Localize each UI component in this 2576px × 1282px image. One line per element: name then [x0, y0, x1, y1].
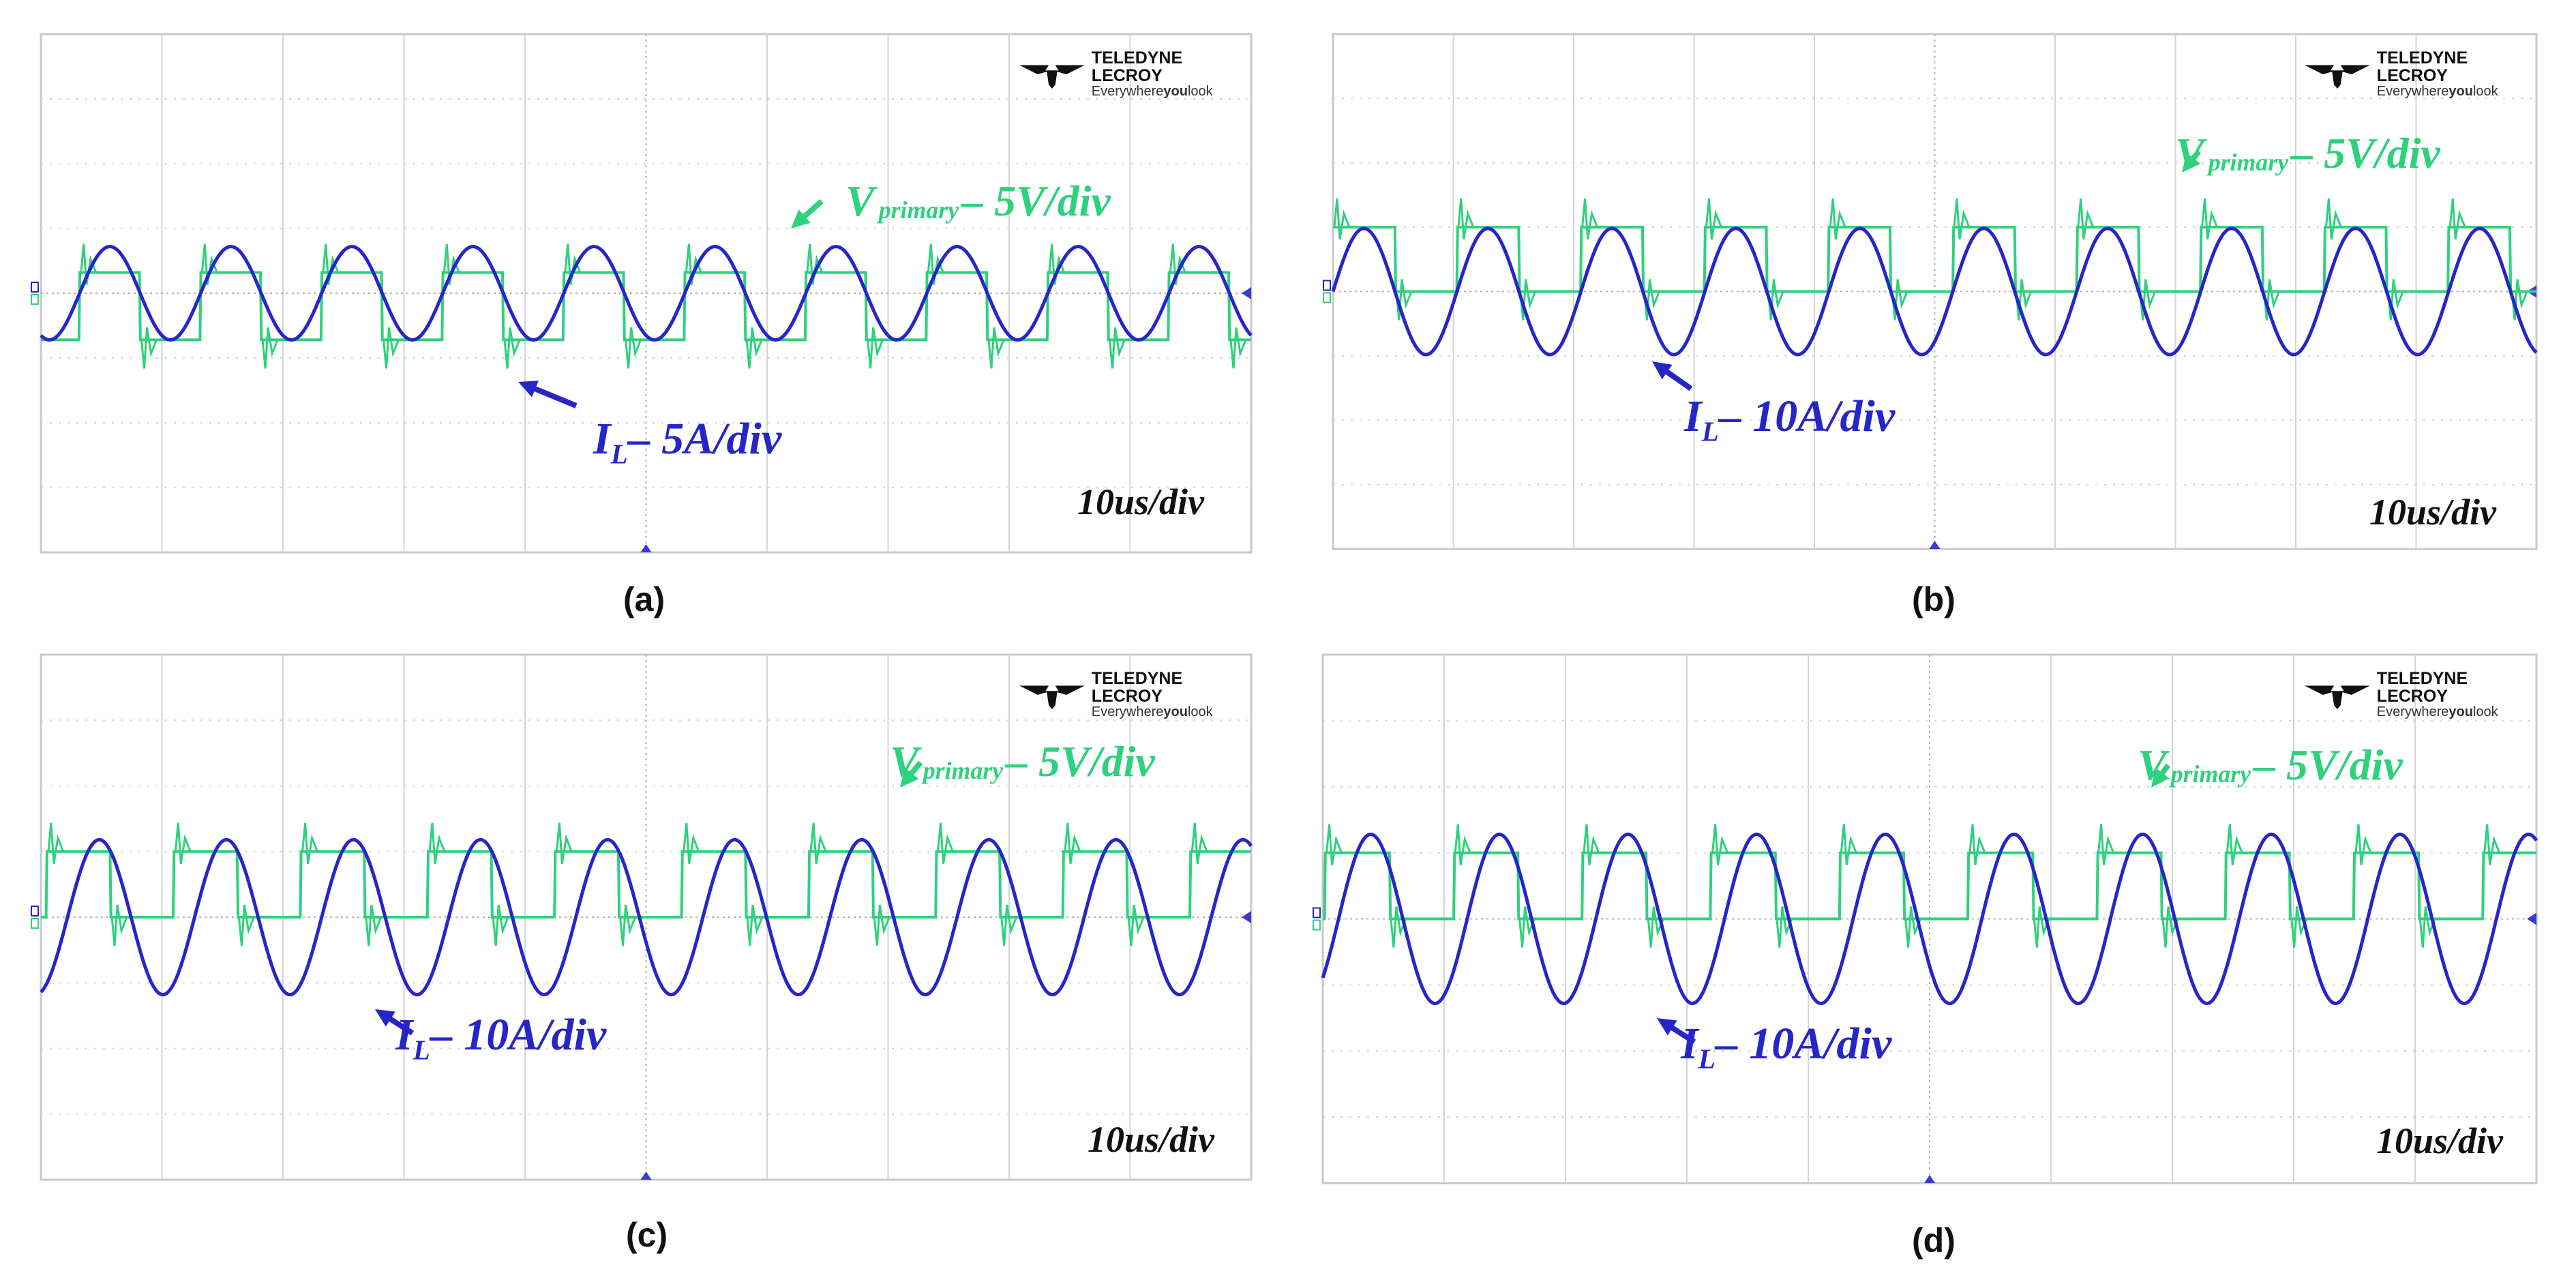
current-pointer-arrow-head	[518, 381, 539, 398]
channel-marker-voltage	[1313, 919, 1321, 931]
current-pointer-arrow-head	[1652, 361, 1673, 380]
timebase-label-a: 10us/div	[1077, 481, 1205, 522]
voltage-ringing-spikes	[1326, 824, 2501, 948]
brand-name: TELEDYNE LECROY	[1091, 669, 1183, 706]
lecroy-eagle-icon	[2305, 65, 2370, 89]
current-trace	[40, 245, 1253, 342]
channel-marker-voltage	[31, 918, 39, 929]
lecroy-logo-d: TELEDYNE LECROY Everywhereyoulook	[2305, 670, 2536, 719]
timebase-label-b: 10us/div	[2369, 492, 2497, 533]
lecroy-logo-c: TELEDYNE LECROY Everywhereyoulook	[1019, 670, 1251, 719]
voltage-ringing-spikes	[80, 243, 1247, 369]
scope-screen-c	[31, 653, 1253, 1181]
trigger-time-marker	[640, 1172, 652, 1180]
scope-screen-a	[31, 33, 1253, 554]
current-pointer-arrow-head	[375, 1009, 395, 1027]
trigger-time-marker	[1924, 1175, 1935, 1183]
lecroy-eagle-icon	[2305, 685, 2370, 710]
channel-marker-current	[1313, 907, 1321, 919]
lecroy-eagle-icon	[1019, 685, 1085, 710]
timebase-label-c: 10us/div	[1088, 1119, 1215, 1160]
current-label-d: IL– 10A/div	[1681, 1019, 1892, 1075]
voltage-ringing-spikes	[47, 822, 1208, 946]
voltage-pointer-arrow-head	[791, 209, 811, 228]
brand-tagline: Everywhereyoulook	[1091, 704, 1213, 719]
current-label-c: IL– 10A/div	[395, 1010, 607, 1066]
voltage-pointer-arrow-head	[2151, 767, 2170, 788]
voltage-trace	[1333, 226, 2536, 293]
lecroy-logo-b: TELEDYNE LECROY Everywhereyoulook	[2305, 49, 2536, 98]
voltage-pointer-arrow-head	[900, 767, 919, 788]
trigger-time-marker	[640, 544, 652, 552]
channel-marker-current	[31, 282, 39, 293]
current-trace	[1331, 226, 2538, 357]
brand-tagline: Everywhereyoulook	[1091, 84, 1213, 99]
scope-screen-d	[1313, 653, 2538, 1184]
scope-screen-b	[1323, 33, 2538, 550]
brand-name: TELEDYNE LECROY	[1091, 48, 1183, 85]
current-pointer-arrow-head	[1657, 1018, 1677, 1036]
channel-marker-current	[31, 906, 39, 916]
brand-tagline: Everywhereyoulook	[2376, 704, 2498, 719]
voltage-ringing-spikes	[1333, 198, 2528, 320]
trigger-level-marker	[1242, 911, 1251, 923]
brand-name: TELEDYNE LECROY	[2376, 669, 2468, 706]
current-label-b: IL– 10A/div	[1684, 391, 1896, 447]
trigger-level-marker	[1242, 287, 1251, 299]
current-trace	[1321, 832, 2538, 1006]
caption-b: (b)	[1912, 580, 1956, 618]
current-label-a: IL– 5A/div	[593, 414, 782, 470]
channel-marker-current	[1323, 280, 1331, 291]
brand-name: TELEDYNE LECROY	[2376, 48, 2468, 85]
voltage-pointer-arrow-head	[2182, 152, 2201, 173]
current-trace	[40, 837, 1253, 997]
caption-c: (c)	[626, 1216, 668, 1254]
timebase-label-d: 10us/div	[2376, 1120, 2504, 1161]
lecroy-logo-a: TELEDYNE LECROY Everywhereyoulook	[1019, 49, 1251, 98]
caption-d: (d)	[1912, 1221, 1956, 1259]
channel-marker-voltage	[31, 294, 39, 305]
trigger-time-marker	[1929, 541, 1941, 549]
caption-a: (a)	[623, 580, 665, 618]
trigger-level-marker	[2527, 912, 2536, 925]
brand-tagline: Everywhereyoulook	[2376, 84, 2498, 99]
channel-marker-voltage	[1323, 292, 1331, 303]
lecroy-eagle-icon	[1019, 65, 1085, 89]
